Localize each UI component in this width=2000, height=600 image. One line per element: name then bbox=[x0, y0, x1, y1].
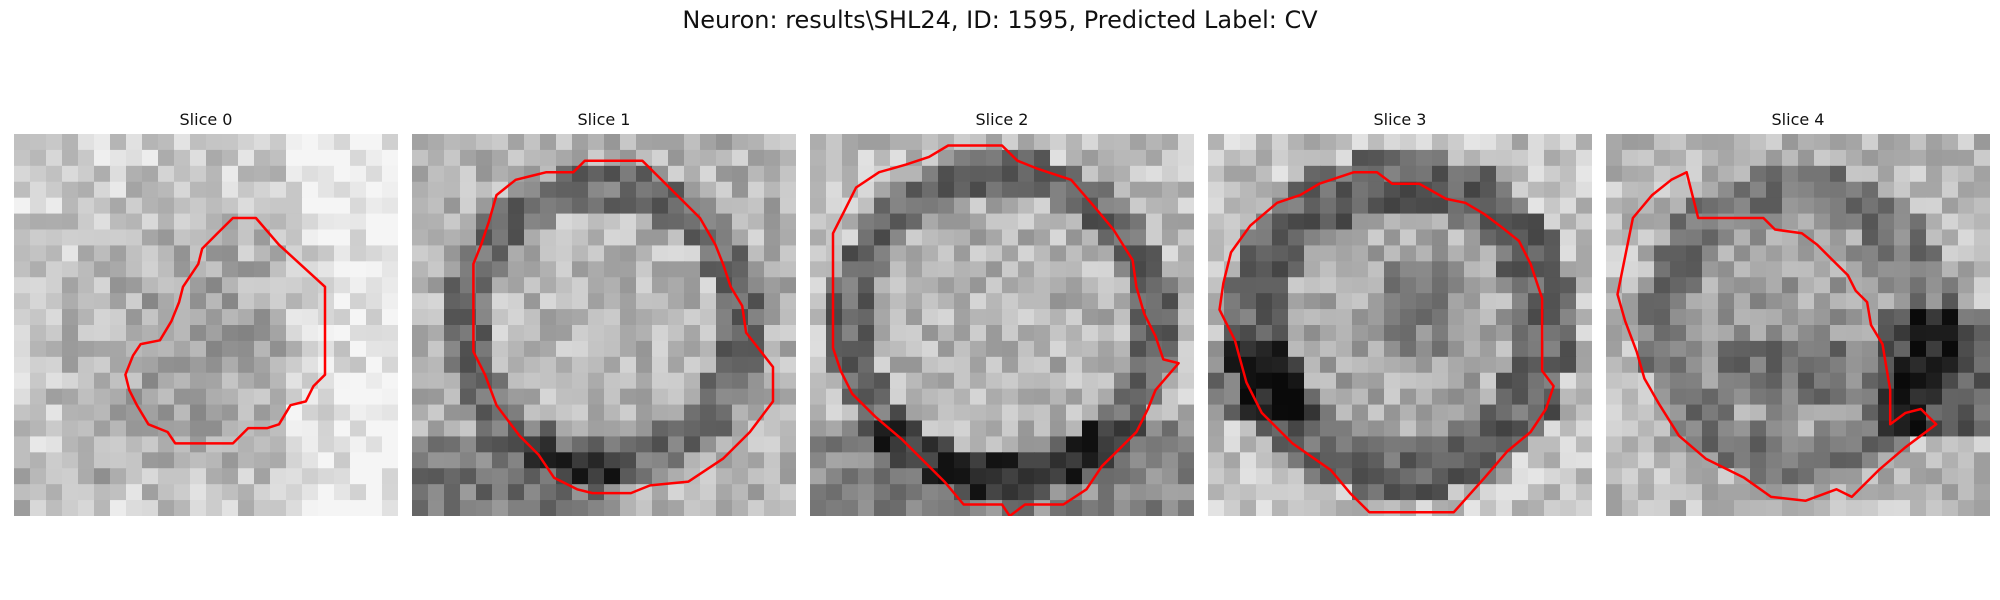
pixel-grid bbox=[14, 134, 398, 516]
segmentation-contour bbox=[472, 159, 775, 495]
slice-0-image bbox=[14, 134, 398, 516]
slice-1-title: Slice 1 bbox=[577, 110, 631, 129]
slice-4-title: Slice 4 bbox=[1771, 110, 1825, 129]
slice-2-title: Slice 2 bbox=[975, 110, 1029, 129]
segmentation-contour bbox=[1616, 170, 1938, 502]
segmentation-contour bbox=[1218, 170, 1555, 514]
slice-1-image bbox=[412, 134, 796, 516]
segmentation-contour bbox=[124, 216, 327, 445]
pixel-grid bbox=[412, 134, 796, 516]
slice-2-image bbox=[810, 134, 1194, 516]
figure-title: Neuron: results\SHL24, ID: 1595, Predict… bbox=[682, 6, 1318, 34]
slice-3-title: Slice 3 bbox=[1373, 110, 1427, 129]
slice-3-image bbox=[1208, 134, 1592, 516]
pixel-grid bbox=[1606, 134, 1990, 516]
slice-0-title: Slice 0 bbox=[179, 110, 233, 129]
pixel-grid bbox=[810, 134, 1194, 516]
pixel-grid bbox=[1208, 134, 1592, 516]
segmentation-contour bbox=[831, 144, 1180, 516]
slice-4-image bbox=[1606, 134, 1990, 516]
